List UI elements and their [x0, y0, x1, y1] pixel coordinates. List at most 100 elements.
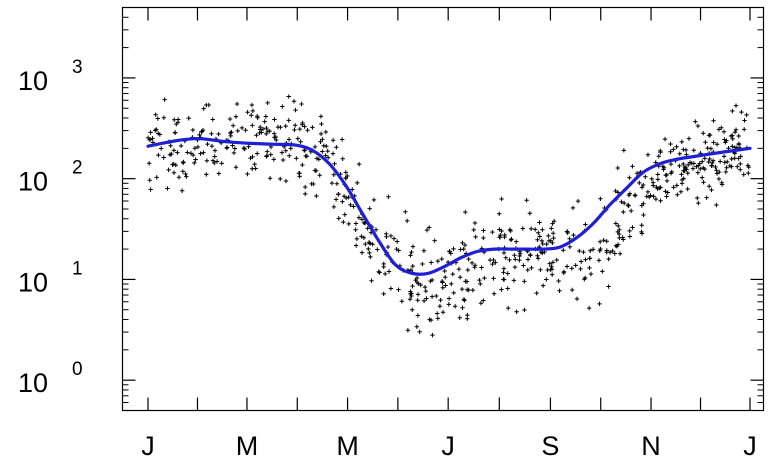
data-point [561, 270, 566, 276]
data-point [713, 164, 718, 170]
data-point [527, 211, 533, 216]
data-point [577, 248, 582, 254]
data-point [550, 240, 555, 246]
data-point [501, 266, 507, 271]
data-point [551, 219, 557, 224]
data-point [535, 237, 540, 242]
data-point [682, 164, 688, 170]
data-point [288, 146, 293, 151]
data-point [293, 107, 298, 113]
data-point [569, 266, 575, 271]
data-point [700, 131, 706, 136]
data-point [300, 162, 305, 168]
data-point [287, 153, 292, 158]
data-point [613, 188, 618, 194]
data-point [627, 191, 633, 196]
data-point [173, 130, 178, 136]
data-point [695, 123, 701, 129]
data-point [286, 118, 291, 123]
data-point [147, 137, 153, 142]
data-point [466, 256, 471, 262]
data-point [198, 151, 203, 156]
data-point [205, 141, 210, 147]
data-point [154, 175, 159, 180]
data-point [353, 227, 358, 232]
data-point [324, 144, 329, 149]
data-point [367, 250, 372, 256]
data-point [733, 127, 739, 132]
data-point [621, 237, 626, 242]
data-point [470, 287, 476, 293]
data-point [320, 137, 325, 142]
data-point [538, 267, 543, 272]
data-point [714, 171, 720, 176]
data-point [366, 246, 371, 252]
data-point [685, 162, 691, 168]
data-point [388, 286, 394, 291]
y-axis-major-ticks [122, 77, 764, 381]
data-point [556, 278, 561, 284]
data-point [653, 196, 659, 202]
data-point [199, 129, 205, 134]
data-point [587, 265, 592, 271]
data-point [581, 249, 586, 255]
data-point [302, 124, 307, 129]
data-point [230, 123, 236, 128]
data-point [746, 170, 751, 176]
data-point [330, 138, 336, 143]
data-point [193, 157, 198, 162]
data-point [729, 164, 734, 169]
data-point [280, 104, 285, 109]
data-point [651, 183, 656, 188]
data-point [272, 131, 277, 136]
data-point [299, 101, 304, 107]
data-point [600, 269, 605, 274]
data-point [706, 159, 711, 165]
data-point [738, 167, 743, 172]
data-point [711, 140, 716, 145]
data-point [465, 316, 470, 321]
data-point [730, 133, 735, 138]
x-tick-label: M [236, 431, 259, 461]
data-point [186, 116, 191, 121]
data-point [373, 227, 379, 232]
data-point [283, 178, 289, 184]
data-point [192, 160, 197, 166]
data-point [685, 170, 691, 176]
data-point [359, 217, 365, 222]
data-point [598, 196, 603, 201]
data-point [701, 165, 706, 171]
data-point [588, 271, 594, 277]
data-point [514, 309, 519, 314]
data-point [233, 165, 239, 170]
data-point [699, 175, 705, 180]
data-point [267, 176, 273, 181]
data-point [302, 184, 308, 190]
data-point [551, 231, 556, 236]
data-point [325, 155, 331, 160]
data-point [414, 275, 420, 281]
data-point [627, 228, 632, 234]
data-point [505, 271, 510, 276]
x-tick-label: J [743, 431, 757, 461]
data-point [212, 160, 217, 166]
data-point [219, 161, 224, 166]
data-point [719, 125, 724, 130]
data-point [336, 216, 341, 221]
data-point [681, 161, 686, 167]
data-point [302, 148, 308, 153]
data-point [265, 149, 270, 154]
data-point [423, 288, 429, 294]
data-point [668, 149, 673, 154]
data-point [166, 167, 171, 173]
data-point [331, 204, 337, 210]
data-point [243, 128, 248, 133]
data-point [232, 146, 238, 151]
data-point [310, 125, 315, 130]
data-point [201, 106, 206, 111]
y-tick-label: 10 [18, 167, 48, 197]
data-point [212, 148, 218, 153]
data-point [668, 161, 674, 167]
data-point [683, 165, 688, 171]
data-point [649, 176, 654, 182]
